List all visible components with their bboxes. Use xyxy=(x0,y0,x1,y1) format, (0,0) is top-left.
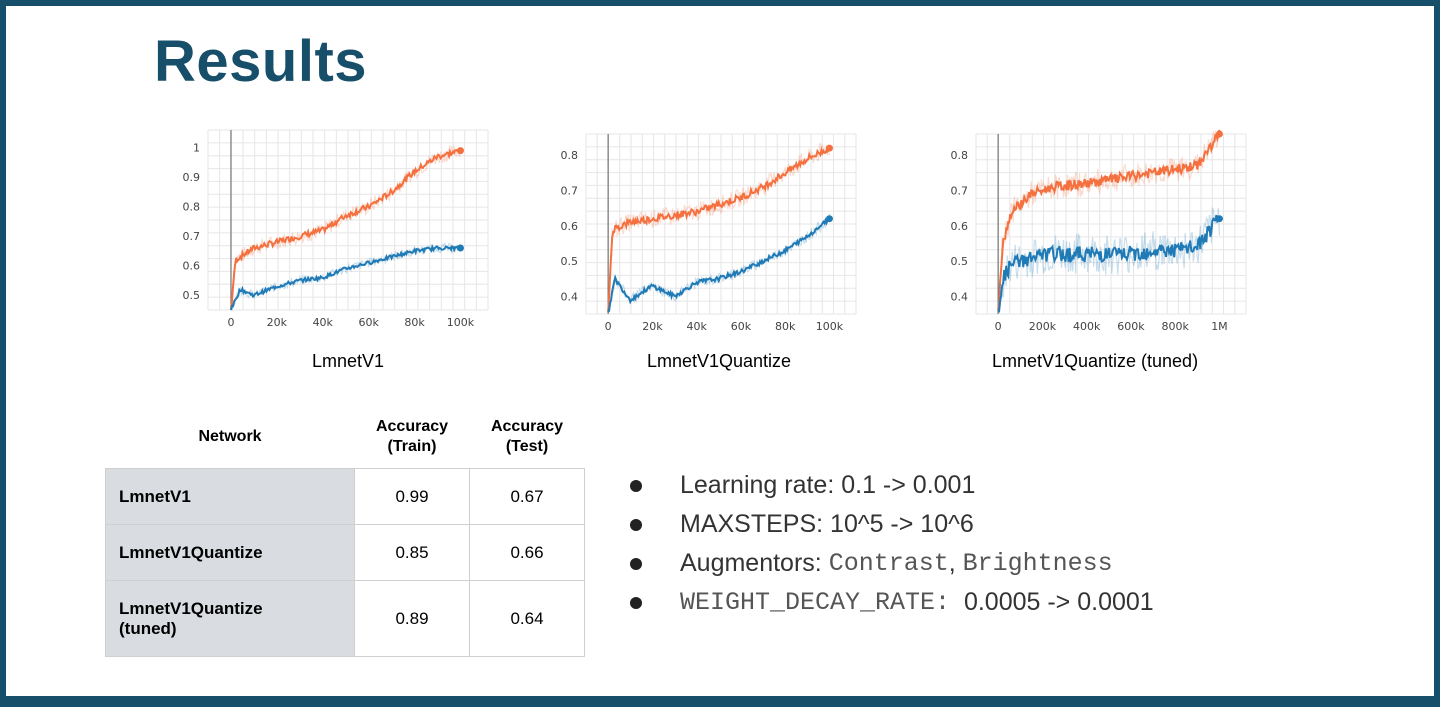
cell-train: 0.85 xyxy=(354,524,470,581)
series-line xyxy=(997,214,1220,313)
x-tick-label: 60k xyxy=(358,316,379,329)
bullet-item: WEIGHT_DECAY_RATE: 0.0005 -> 0.0001 xyxy=(628,583,1154,622)
header-accuracy-test: Accuracy (Test) xyxy=(490,418,564,455)
x-tick-label: 40k xyxy=(686,320,707,333)
y-tick-label: 0.8 xyxy=(183,201,201,214)
x-tick-label: 600k xyxy=(1117,320,1145,333)
y-tick-label: 0.9 xyxy=(183,171,201,184)
bullet-item: Learning rate: 0.1 -> 0.001 xyxy=(628,466,1154,505)
cell-network: LmnetV1 xyxy=(105,468,355,525)
x-tick-label: 1M xyxy=(1211,320,1228,333)
x-tick-label: 100k xyxy=(816,320,844,333)
x-tick-label: 800k xyxy=(1161,320,1189,333)
table-row: LmnetV1Quantize (tuned) 0.89 0.64 xyxy=(105,580,585,657)
y-tick-label: 0.7 xyxy=(183,230,201,243)
series-end-point xyxy=(456,147,464,155)
cell-train: 0.99 xyxy=(354,468,470,525)
bullet-code: WEIGHT_DECAY_RATE: xyxy=(680,588,951,617)
series-end-point xyxy=(456,244,464,252)
cell-network: LmnetV1Quantize xyxy=(105,524,355,581)
y-tick-label: 0.8 xyxy=(951,149,969,162)
cell-test: 0.66 xyxy=(469,524,585,581)
series-line xyxy=(230,244,462,311)
table-header-row: Network Accuracy (Train) Accuracy (Test) xyxy=(106,406,585,469)
y-tick-label: 0.5 xyxy=(561,255,579,268)
x-tick-label: 100k xyxy=(447,316,475,329)
series-line xyxy=(997,129,1221,311)
bullet-item: Augmentors: Contrast , Brightness xyxy=(628,544,1154,583)
series-end-point xyxy=(825,144,833,152)
y-tick-label: 0.5 xyxy=(183,289,201,302)
results-table: Network Accuracy (Train) Accuracy (Test)… xyxy=(105,406,585,657)
chart-lmnetv1: 0 20k 40k 60k 80k 100k 0.5 0.6 0.7 0.8 0.9 1 xyxy=(158,124,498,334)
cell-train: 0.89 xyxy=(354,580,470,657)
header-network: Network xyxy=(198,428,262,445)
bullet-dot-icon xyxy=(630,479,642,492)
y-tick-label: 0.4 xyxy=(561,290,579,303)
header-accuracy-train: Accuracy (Train) xyxy=(375,418,449,455)
slide-title: Results xyxy=(154,29,368,94)
x-tick-label: 20k xyxy=(267,316,288,329)
y-tick-label: 1 xyxy=(193,142,200,155)
series-line xyxy=(607,144,831,313)
chart-lmnetv1-svg: 0 20k 40k 60k 80k 100k 0.5 0.6 0.7 0.8 0.9 1 xyxy=(183,129,489,329)
bullet-dot-icon xyxy=(630,596,642,609)
series-end-point xyxy=(1215,130,1223,138)
bullet-text: MAXSTEPS: 10^5 -> 10^6 xyxy=(680,510,974,538)
bullet-dot-icon xyxy=(630,557,642,570)
x-tick-label: 80k xyxy=(775,320,796,333)
y-tick-label: 0.6 xyxy=(561,220,579,233)
series-end-point xyxy=(825,215,833,223)
x-tick-label: 400k xyxy=(1073,320,1101,333)
slide: Results 0 20k 40k 60k 80k 100k 0.5 0.6 0.7 0.8 0.9… xyxy=(6,6,1434,696)
cell-test: 0.64 xyxy=(469,580,585,657)
y-tick-label: 0.4 xyxy=(951,290,969,303)
x-tick-label: 0 xyxy=(227,316,234,329)
chart-caption-lmnetv1quantize-tuned: LmnetV1Quantize (tuned) xyxy=(991,351,1199,371)
table-row: LmnetV1 0.99 0.67 xyxy=(105,468,585,525)
table-row: LmnetV1Quantize 0.85 0.66 xyxy=(105,524,585,581)
cell-network: LmnetV1Quantize (tuned) xyxy=(105,580,355,657)
y-tick-label: 0.5 xyxy=(951,255,969,268)
chart-lmnetv1quantize-tuned-svg: 0 200k 400k 600k 800k 1M 0.4 0.5 0.6 0.7 0.8 xyxy=(951,129,1247,333)
x-tick-label: 20k xyxy=(642,320,663,333)
series-line xyxy=(607,217,830,313)
y-tick-label: 0.6 xyxy=(951,220,969,233)
bullet-item: MAXSTEPS: 10^5 -> 10^6 xyxy=(628,505,1154,544)
bullet-text: Learning rate: 0.1 -> 0.001 xyxy=(680,471,976,499)
x-tick-label: 40k xyxy=(313,316,334,329)
y-tick-label: 0.7 xyxy=(561,184,579,197)
cell-test: 0.67 xyxy=(469,468,585,525)
x-tick-label: 0 xyxy=(995,320,1002,333)
bullet-code: Contrast xyxy=(828,549,949,578)
y-tick-label: 0.7 xyxy=(951,184,969,197)
bullet-list: Learning rate: 0.1 -> 0.001 MAXSTEPS: 10… xyxy=(628,466,1154,622)
x-tick-label: 60k xyxy=(731,320,752,333)
chart-lmnetv1quantize-svg: 0 20k 40k 60k 80k 100k 0.4 0.5 0.6 0.7 0.8 xyxy=(561,133,857,333)
chart-caption-lmnetv1: LmnetV1 xyxy=(311,351,385,371)
x-tick-label: 200k xyxy=(1029,320,1057,333)
series-line xyxy=(230,147,462,310)
bullet-text: 0.0005 -> 0.0001 xyxy=(950,588,1154,616)
chart-lmnetv1quantize: 0 20k 40k 60k 80k 100k 0.4 0.5 0.6 0.7 0.8 xyxy=(536,128,866,338)
y-tick-label: 0.6 xyxy=(183,260,201,273)
x-tick-label: 0 xyxy=(605,320,612,333)
series-end-point xyxy=(1215,215,1223,223)
x-tick-label: 80k xyxy=(404,316,425,329)
chart-lmnetv1quantize-tuned: 0 200k 400k 600k 800k 1M 0.4 0.5 0.6 0.7 0.8 xyxy=(926,128,1256,338)
y-tick-label: 0.8 xyxy=(561,149,579,162)
series-noise-line xyxy=(607,142,830,315)
bullet-code: Brightness xyxy=(962,549,1113,578)
bullet-text: Augmentors: xyxy=(680,549,829,577)
bullet-text: , xyxy=(948,549,963,577)
bullet-dot-icon xyxy=(630,518,642,531)
chart-caption-lmnetv1quantize: LmnetV1Quantize xyxy=(646,351,792,371)
